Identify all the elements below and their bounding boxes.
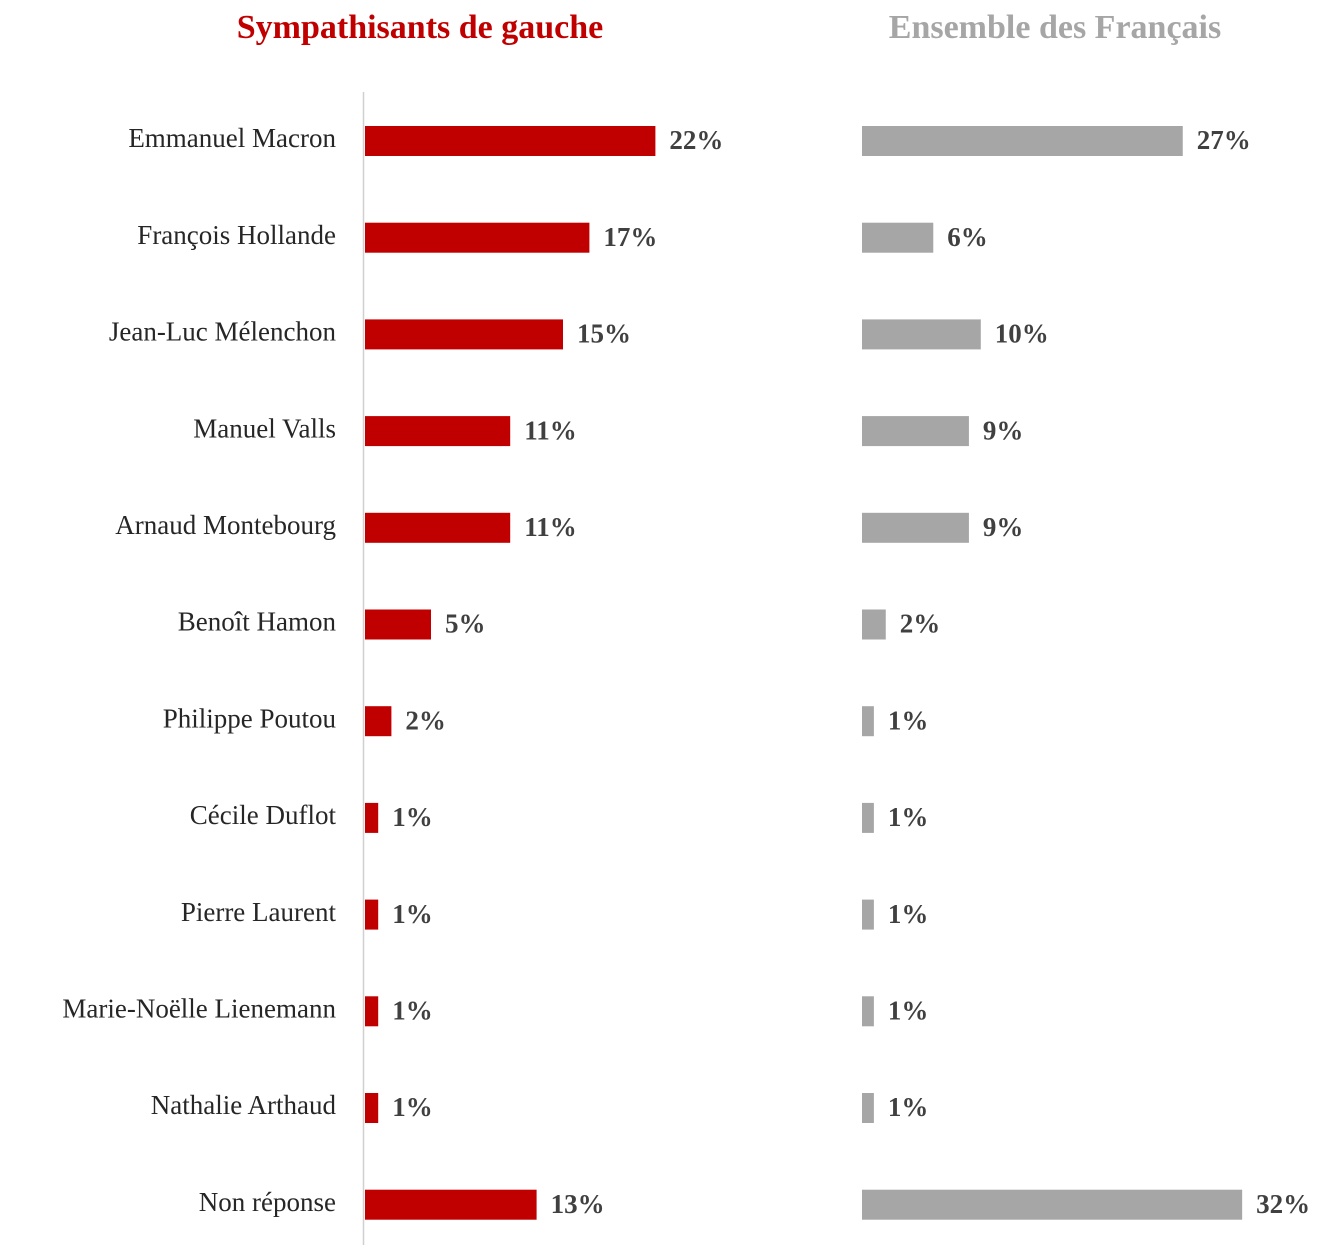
category-label: Manuel Valls <box>193 413 336 443</box>
value-label: 1% <box>392 996 433 1026</box>
bar <box>365 609 431 640</box>
value-label: 9% <box>983 415 1024 445</box>
value-label: 11% <box>524 415 577 445</box>
value-label: 32% <box>1256 1189 1310 1219</box>
value-label: 1% <box>888 996 929 1026</box>
bar <box>862 706 874 737</box>
bar <box>862 126 1183 156</box>
category-label: Pierre Laurent <box>181 897 337 927</box>
value-label: 1% <box>888 1092 929 1122</box>
bar <box>862 802 874 833</box>
value-label: 1% <box>392 1092 433 1122</box>
bar <box>862 512 969 543</box>
bar <box>365 802 379 833</box>
bar <box>365 706 392 737</box>
category-label: Emmanuel Macron <box>128 123 336 153</box>
bar <box>365 996 379 1027</box>
category-label: Marie-Noëlle Lienemann <box>62 994 336 1024</box>
chart-title: Sympathisants de gauche <box>237 9 604 46</box>
value-label: 9% <box>983 512 1024 542</box>
value-label: 2% <box>405 705 446 735</box>
bar <box>862 1093 874 1123</box>
value-label: 2% <box>900 609 941 639</box>
bar <box>862 996 874 1027</box>
bar <box>862 416 969 447</box>
category-label: Arnaud Montebourg <box>115 510 336 540</box>
value-label: 5% <box>445 609 486 639</box>
bar <box>365 416 511 447</box>
value-label: 1% <box>888 802 929 832</box>
value-label: 1% <box>888 899 929 929</box>
bar <box>365 222 590 253</box>
category-label: Nathalie Arthaud <box>151 1090 337 1120</box>
bar <box>862 899 874 930</box>
bar <box>365 1189 537 1220</box>
bar <box>862 222 934 253</box>
bar <box>862 319 981 350</box>
value-label: 13% <box>551 1189 605 1219</box>
category-label: Non réponse <box>199 1187 336 1217</box>
bar <box>365 126 656 156</box>
category-label: Jean-Luc Mélenchon <box>109 317 337 347</box>
value-label: 10% <box>995 319 1049 349</box>
bar <box>862 1189 1243 1220</box>
bar <box>365 512 511 543</box>
value-label: 1% <box>392 802 433 832</box>
bar <box>365 899 379 930</box>
bar <box>365 1093 379 1123</box>
bar <box>862 609 886 640</box>
chart-title: Ensemble des Français <box>889 9 1221 46</box>
category-label: Benoît Hamon <box>178 607 337 637</box>
value-label: 15% <box>577 319 631 349</box>
value-label: 1% <box>888 705 929 735</box>
category-label: Philippe Poutou <box>163 703 337 733</box>
value-label: 11% <box>524 512 577 542</box>
value-label: 27% <box>1197 125 1251 155</box>
category-label: François Hollande <box>137 220 336 250</box>
value-label: 1% <box>392 899 433 929</box>
category-label: Cécile Duflot <box>190 800 337 830</box>
bar <box>365 319 563 350</box>
value-label: 22% <box>669 125 723 155</box>
value-label: 17% <box>603 222 657 252</box>
value-label: 6% <box>947 222 988 252</box>
